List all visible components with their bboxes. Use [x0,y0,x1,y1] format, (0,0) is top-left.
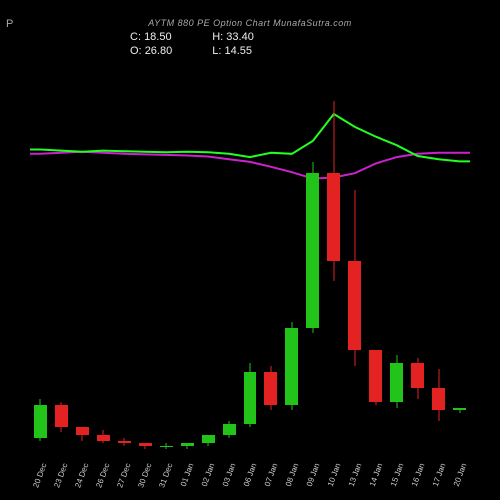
x-tick-label: 09 Jan [305,462,322,488]
candle [202,60,215,460]
candle-body [390,363,403,402]
candle-body [327,173,340,261]
candle [244,60,257,460]
candle [118,60,131,460]
x-tick-label: 07 Jan [263,462,280,488]
candle-body [202,435,215,443]
x-tick-label: 31 Dec [158,462,175,489]
ohlc-low-val: 14.55 [224,45,252,57]
candle-body [160,446,173,447]
x-tick-label: 17 Jan [430,462,447,488]
ohlc-open-key: O: [130,45,142,57]
candle-body [76,427,89,435]
x-tick-label: 20 Dec [32,462,49,489]
candle-body [223,424,236,435]
candle [139,60,152,460]
ohlc-close-key: C: [130,31,141,43]
candle [432,60,445,460]
x-tick-label: 23 Dec [53,462,70,489]
x-tick-label: 10 Jan [326,462,343,488]
candle-body [55,405,68,427]
candle [327,60,340,460]
x-tick-label: 24 Dec [74,462,91,489]
candle-body [285,328,298,405]
x-tick-label: 13 Jan [347,462,364,488]
candle [181,60,194,460]
x-tick-label: 26 Dec [95,462,112,489]
ohlc-panel: C: 18.50 H: 33.40 O: 26.80 L: 14.55 [130,30,254,58]
candle-body [97,435,110,441]
candle-body [139,443,152,446]
x-axis: 20 Dec23 Dec24 Dec26 Dec27 Dec30 Dec31 D… [30,462,470,492]
x-tick-label: 08 Jan [284,462,301,488]
x-tick-label: 27 Dec [116,462,133,489]
candle [97,60,110,460]
candle [411,60,424,460]
candle [453,60,466,460]
chart-title: AYTM 880 PE Option Chart MunafaSutra.com [0,18,500,28]
ohlc-high-key: H: [212,31,223,43]
candle-body [306,173,319,327]
ohlc-open-val: 26.80 [145,45,173,57]
candle-body [348,261,361,349]
candle [390,60,403,460]
x-tick-label: 02 Jan [200,462,217,488]
x-tick-label: 30 Dec [137,462,154,489]
candle [285,60,298,460]
candle-body [369,350,382,402]
candle [264,60,277,460]
candle [76,60,89,460]
candle [306,60,319,460]
candle [160,60,173,460]
candle-body [264,372,277,405]
candle-body [453,408,466,411]
x-tick-label: 16 Jan [409,462,426,488]
candle [34,60,47,460]
candle [223,60,236,460]
x-tick-label: 01 Jan [179,462,196,488]
ohlc-open: O: 26.80 [130,44,172,58]
x-tick-label: 20 Jan [451,462,468,488]
candle [55,60,68,460]
candle-body [118,441,131,444]
candle-body [181,443,194,446]
ohlc-low-key: L: [212,45,221,57]
ohlc-high: H: 33.40 [212,30,254,44]
ohlc-low: L: 14.55 [212,44,254,58]
candle-body [411,363,424,388]
candle-body [432,388,445,410]
candle-body [244,372,257,424]
x-tick-label: 03 Jan [221,462,238,488]
ohlc-close-val: 18.50 [144,31,172,43]
ohlc-high-val: 33.40 [226,31,254,43]
x-tick-label: 15 Jan [388,462,405,488]
x-tick-label: 06 Jan [242,462,259,488]
ohlc-close: C: 18.50 [130,30,172,44]
candle [369,60,382,460]
chart-canvas: P AYTM 880 PE Option Chart MunafaSutra.c… [0,0,500,500]
candle [348,60,361,460]
candle-body [34,405,47,438]
plot-area [30,60,470,460]
candles-layer [30,60,470,460]
x-tick-label: 14 Jan [367,462,384,488]
